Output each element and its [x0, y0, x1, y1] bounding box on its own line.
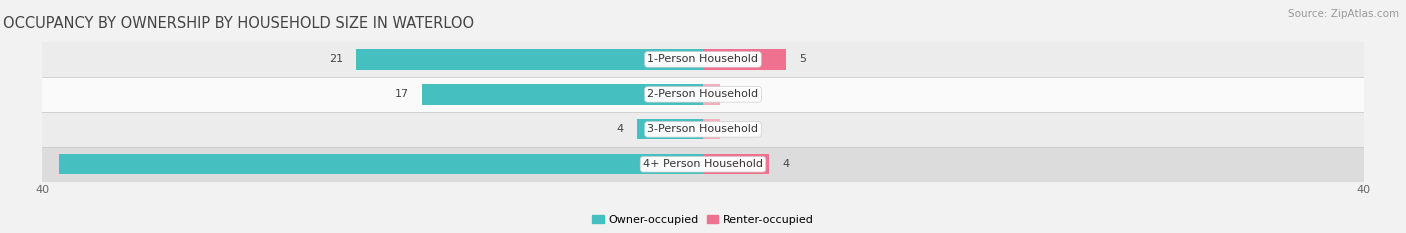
- Bar: [42, 77, 1364, 112]
- Bar: [42, 42, 1364, 77]
- Text: 0: 0: [733, 89, 740, 99]
- Text: 21: 21: [329, 55, 343, 64]
- Legend: Owner-occupied, Renter-occupied: Owner-occupied, Renter-occupied: [588, 210, 818, 229]
- Bar: [42, 112, 1364, 147]
- Text: 2-Person Household: 2-Person Household: [647, 89, 759, 99]
- Text: 4: 4: [617, 124, 624, 134]
- Text: 39: 39: [662, 159, 678, 169]
- Bar: [703, 49, 786, 69]
- Bar: [637, 119, 703, 139]
- Text: 5: 5: [799, 55, 806, 64]
- Bar: [422, 84, 703, 105]
- Bar: [703, 119, 720, 139]
- Text: 4+ Person Household: 4+ Person Household: [643, 159, 763, 169]
- Text: 17: 17: [395, 89, 409, 99]
- Text: 3-Person Household: 3-Person Household: [648, 124, 758, 134]
- Text: 1-Person Household: 1-Person Household: [648, 55, 758, 64]
- Text: OCCUPANCY BY OWNERSHIP BY HOUSEHOLD SIZE IN WATERLOO: OCCUPANCY BY OWNERSHIP BY HOUSEHOLD SIZE…: [3, 16, 474, 31]
- Bar: [59, 154, 703, 174]
- Text: Source: ZipAtlas.com: Source: ZipAtlas.com: [1288, 9, 1399, 19]
- Bar: [356, 49, 703, 69]
- Text: 4: 4: [782, 159, 789, 169]
- Text: 0: 0: [733, 124, 740, 134]
- Bar: [703, 84, 720, 105]
- Bar: [703, 154, 769, 174]
- Bar: [42, 147, 1364, 182]
